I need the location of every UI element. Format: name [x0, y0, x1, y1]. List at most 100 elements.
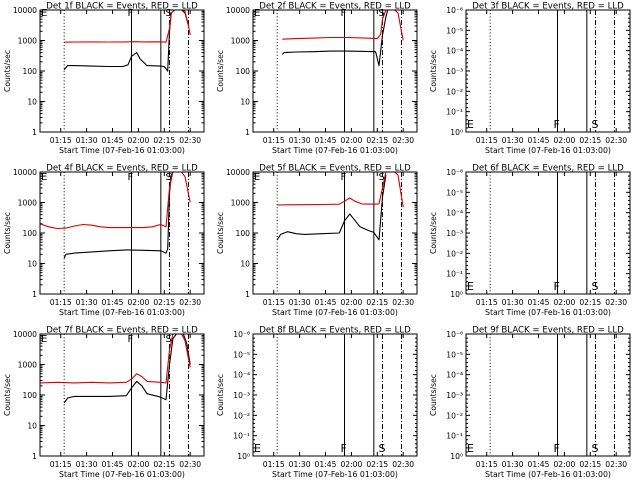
marker-label-F: F	[553, 280, 559, 293]
marker-label-E: E	[467, 118, 474, 131]
y-tick-label: 10⁻⁵	[446, 188, 463, 197]
marker-label-S: S	[378, 442, 385, 455]
x-tick-label: 01:30	[502, 298, 524, 307]
y-tick-label: 10	[240, 260, 250, 269]
det-panel-3: Det 3f BLACK = Events, RED = LLD E F S 01:15…	[429, 2, 631, 155]
x-tick-label: 01:15	[476, 298, 498, 307]
y-tick-label: 1	[32, 452, 37, 461]
x-tick-label: 02:00	[340, 136, 362, 145]
panel-title: Det 5f BLACK = Events, RED = LLD	[259, 164, 411, 174]
plot-area	[40, 172, 191, 294]
events-series-line	[281, 10, 389, 67]
lld-series-line	[40, 172, 191, 230]
marker-label-S: S	[165, 334, 171, 345]
y-tick-label: 10⁻⁴	[233, 371, 250, 380]
marker-label-S: S	[165, 172, 171, 183]
y-tick-label: 10⁰	[237, 452, 250, 461]
y-axis-label: Counts/sec	[3, 212, 12, 254]
x-tick-label: 01:45	[102, 298, 124, 307]
y-tick-label: 10	[27, 422, 37, 431]
x-tick-label: 01:15	[476, 460, 498, 469]
x-tick-label: 02:30	[392, 460, 414, 469]
x-tick-label: 01:15	[263, 460, 285, 469]
x-tick-label: 01:45	[528, 460, 550, 469]
y-tick-label: 10000	[226, 6, 250, 15]
y-tick-label: 10⁻¹	[233, 432, 250, 441]
y-tick-label: 10⁻⁶	[446, 168, 463, 177]
plot-area	[489, 334, 615, 456]
y-tick-label: 1	[245, 290, 250, 299]
det-panel-6: Det 6f BLACK = Events, RED = LLD E F S 01:15…	[429, 164, 631, 317]
x-axis-label: Start Time (07-Feb-16 01:03:00)	[272, 470, 398, 479]
y-axis-label: Counts/sec	[216, 212, 225, 254]
y-tick-label: 10⁻²	[446, 249, 463, 258]
marker-label-E: E	[41, 334, 47, 345]
y-tick-label: 10⁻²	[233, 411, 250, 420]
x-axis-label: Start Time (07-Feb-16 01:03:00)	[485, 146, 611, 155]
x-axis-label: Start Time (07-Feb-16 01:03:00)	[59, 308, 185, 317]
x-tick-label: 01:45	[315, 460, 337, 469]
x-axis-label: Start Time (07-Feb-16 01:03:00)	[485, 470, 611, 479]
y-tick-label: 10000	[13, 330, 37, 339]
marker-label-E: E	[41, 172, 47, 183]
x-tick-label: 01:30	[289, 460, 311, 469]
plot-area	[276, 172, 404, 294]
x-tick-label: 02:15	[366, 460, 388, 469]
y-axis-label: Counts/sec	[3, 50, 12, 92]
x-tick-label: 02:15	[579, 298, 601, 307]
marker-label-S: S	[591, 280, 598, 293]
panel-title: Det 2f BLACK = Events, RED = LLD	[259, 2, 411, 12]
y-tick-label: 10	[240, 98, 250, 107]
y-tick-label: 1000	[231, 37, 250, 46]
y-axis-label: Counts/sec	[3, 374, 12, 416]
y-tick-label: 10⁻⁶	[446, 6, 463, 15]
y-tick-label: 10⁻⁴	[446, 47, 463, 56]
events-series-line	[276, 174, 387, 241]
plot-area	[489, 10, 615, 132]
marker-label-E: E	[467, 280, 474, 293]
x-tick-label: 02:00	[553, 136, 575, 145]
x-tick-label: 02:15	[153, 298, 175, 307]
marker-label-S: S	[378, 172, 384, 183]
x-tick-label: 02:30	[605, 298, 627, 307]
y-tick-label: 1000	[18, 199, 37, 208]
x-axis-label: Start Time (07-Feb-16 01:03:00)	[59, 470, 185, 479]
x-tick-label: 01:15	[50, 136, 72, 145]
y-tick-label: 10⁻⁵	[446, 26, 463, 35]
x-tick-label: 01:45	[315, 136, 337, 145]
x-tick-label: 02:15	[579, 460, 601, 469]
y-tick-label: 10⁻¹	[446, 432, 463, 441]
y-tick-label: 10⁻³	[233, 391, 250, 400]
y-axis-label: Counts/sec	[216, 50, 225, 92]
x-axis-label: Start Time (07-Feb-16 01:03:00)	[485, 308, 611, 317]
panel-title: Det 7f BLACK = Events, RED = LLD	[46, 326, 198, 336]
lld-series-line	[277, 172, 404, 208]
panel-title: Det 1f BLACK = Events, RED = LLD	[46, 2, 198, 12]
y-axis-label: Counts/sec	[216, 374, 225, 416]
panel-title: Det 4f BLACK = Events, RED = LLD	[46, 164, 198, 174]
x-tick-label: 02:30	[605, 460, 627, 469]
marker-label-S: S	[591, 118, 598, 131]
plot-area	[276, 334, 402, 456]
y-tick-label: 10⁻³	[446, 67, 463, 76]
y-tick-label: 10	[27, 98, 37, 107]
plot-area	[40, 334, 191, 456]
x-tick-label: 02:00	[127, 136, 149, 145]
y-tick-label: 10	[27, 260, 37, 269]
marker-label-S: S	[378, 8, 384, 19]
lld-series-line	[64, 10, 191, 43]
marker-label-S: S	[165, 8, 171, 19]
x-tick-label: 02:30	[179, 136, 201, 145]
x-axis-label: Start Time (07-Feb-16 01:03:00)	[59, 146, 185, 155]
lld-series-line	[40, 334, 191, 384]
marker-label-F: F	[340, 442, 346, 455]
y-tick-label: 10⁻³	[446, 391, 463, 400]
x-tick-label: 02:30	[392, 136, 414, 145]
marker-label-F: F	[340, 172, 346, 183]
x-tick-label: 01:30	[76, 136, 98, 145]
x-tick-label: 01:45	[315, 298, 337, 307]
y-tick-label: 10⁻²	[446, 411, 463, 420]
x-tick-label: 02:30	[605, 136, 627, 145]
